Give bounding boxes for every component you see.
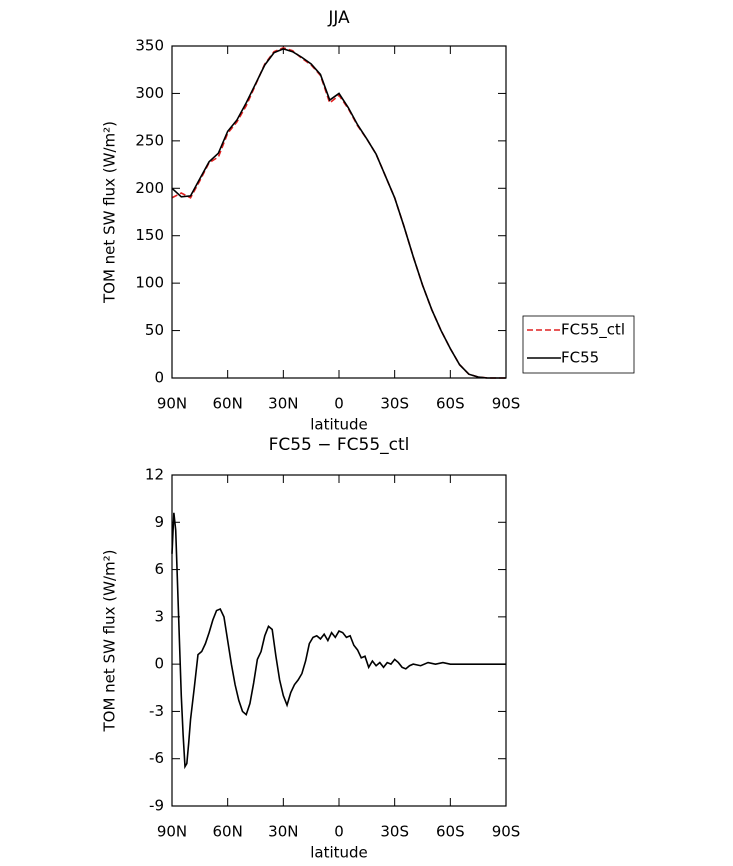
y-tick-label: -6: [149, 749, 164, 767]
y-tick-label: 350: [135, 37, 164, 55]
legend-box: [522, 315, 635, 374]
y-tick-label: 50: [145, 321, 164, 339]
x-tick-label: 30S: [380, 395, 409, 413]
y-tick-label: 12: [145, 466, 164, 484]
legend-label: FC55: [561, 349, 599, 367]
x-tick-label: 60S: [436, 395, 465, 413]
y-tick-label: 0: [154, 369, 164, 387]
y-tick-label: 3: [154, 607, 164, 625]
y-tick-label: -9: [149, 797, 164, 815]
x-tick-label: 90N: [157, 823, 187, 841]
x-tick-label: 30N: [268, 823, 298, 841]
data-line: [171, 512, 506, 770]
plot-frame: [171, 45, 507, 379]
y-tick-label: 6: [154, 560, 164, 578]
x-tick-label: 30N: [268, 395, 298, 413]
data-line: [171, 48, 506, 379]
y-tick-label: 250: [135, 131, 164, 149]
x-tick-label: 60N: [213, 395, 243, 413]
plot-frame: [171, 474, 507, 807]
x-axis-label: latitude: [310, 844, 368, 862]
y-tick-label: 300: [135, 84, 164, 102]
legend-label: FC55_ctl: [561, 321, 625, 340]
y-tick-label: -3: [149, 702, 164, 720]
x-tick-label: 0: [334, 823, 344, 841]
x-tick-label: 60N: [213, 823, 243, 841]
x-tick-label: 90S: [492, 395, 521, 413]
y-axis-label: TOM net SW flux (W/m²): [101, 121, 119, 304]
y-tick-label: 100: [135, 274, 164, 292]
x-tick-label: 0: [334, 395, 344, 413]
y-tick-label: 200: [135, 179, 164, 197]
y-tick-label: 9: [154, 513, 164, 531]
x-axis-label: latitude: [310, 416, 368, 434]
y-axis-label: TOM net SW flux (W/m²): [101, 550, 119, 733]
chart-title: FC55 − FC55_ctl: [269, 435, 410, 455]
x-tick-label: 30S: [380, 823, 409, 841]
y-tick-label: 0: [154, 655, 164, 673]
chart-title: JJA: [327, 8, 350, 28]
y-tick-label: 150: [135, 226, 164, 244]
x-tick-label: 60S: [436, 823, 465, 841]
data-line: [171, 47, 506, 379]
x-tick-label: 90S: [492, 823, 521, 841]
x-tick-label: 90N: [157, 395, 187, 413]
